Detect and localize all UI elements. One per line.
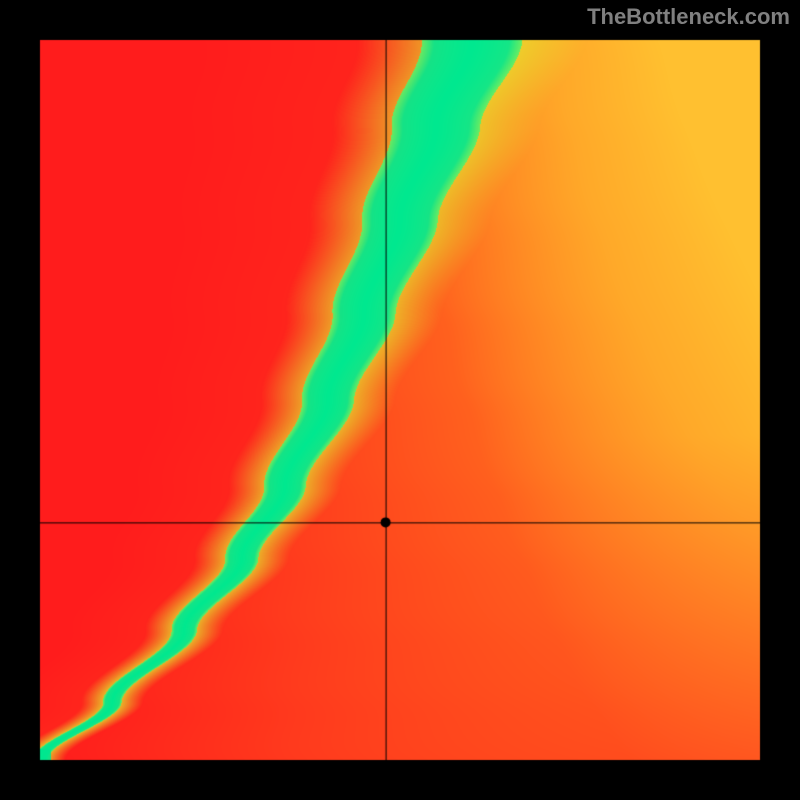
chart-container: TheBottleneck.com xyxy=(0,0,800,800)
bottleneck-heatmap-canvas xyxy=(0,0,800,800)
watermark-text: TheBottleneck.com xyxy=(587,0,800,32)
